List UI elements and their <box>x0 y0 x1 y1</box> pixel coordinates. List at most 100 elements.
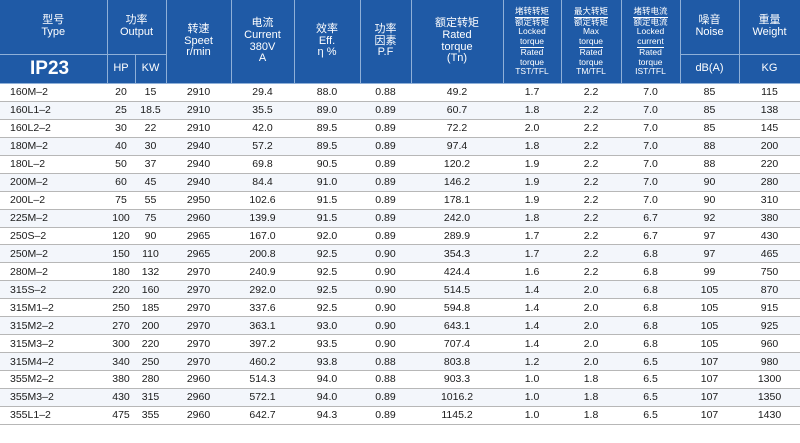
table-cell: 30 <box>107 119 135 138</box>
table-cell: 315M3–2 <box>0 334 107 354</box>
table-cell: 289.9 <box>411 227 503 246</box>
table-cell: 84.4 <box>231 173 294 192</box>
table-cell: 2940 <box>166 155 231 174</box>
table-cell: 7.0 <box>621 119 680 138</box>
table-cell: 7.0 <box>621 155 680 174</box>
table-cell: 337.6 <box>231 298 294 318</box>
table-cell: 1.2 <box>503 352 561 371</box>
table-cell: 0.90 <box>360 262 411 282</box>
header-output: 功率 Output <box>107 0 167 55</box>
table-cell: 2970 <box>166 298 231 318</box>
table-cell: 1.0 <box>503 388 561 407</box>
table-cell: 1.0 <box>503 370 561 389</box>
table-cell: 167.0 <box>231 227 294 246</box>
table-cell: 139.9 <box>231 209 294 228</box>
table-cell: 200.8 <box>231 244 294 264</box>
table-cell: 138 <box>739 101 800 120</box>
table-cell: 2950 <box>166 191 231 210</box>
table-cell: 160L2–2 <box>0 119 107 138</box>
table-row: 180L–2 50 37 2940 69.8 90.5 0.89 120.2 1.9 2.2 7.0… <box>0 155 800 174</box>
table-cell: 363.1 <box>231 316 294 336</box>
table-cell: 6.8 <box>621 316 680 336</box>
table-cell: 340 <box>107 352 135 371</box>
header-efficiency: 效率 Eff. η % <box>294 0 361 84</box>
table-cell: 430 <box>107 388 135 407</box>
table-cell: 1350 <box>739 388 800 407</box>
table-row: 355M2–2 380 280 2960 514.3 94.0 0.88 903.3 1.0 1.… <box>0 370 800 389</box>
table-cell: 1.8 <box>561 370 621 389</box>
table-cell: 355L1–2 <box>0 406 107 425</box>
table-cell: 1.0 <box>503 406 561 425</box>
table-cell: 514.3 <box>231 370 294 389</box>
table-cell: 7.0 <box>621 83 680 102</box>
table-cell: 85 <box>680 119 739 138</box>
table-cell: 2960 <box>166 209 231 228</box>
table-cell: 310 <box>739 191 800 210</box>
table-cell: 6.5 <box>621 370 680 389</box>
table-cell: 380 <box>107 370 135 389</box>
table-row: 315M1–2 250 185 2970 337.6 92.5 0.90 594.8 1.4 2.… <box>0 298 800 318</box>
table-cell: 180 <box>107 262 135 282</box>
table-row: 160M–2 20 15 2910 29.4 88.0 0.88 49.2 1.7 2.2 7.0 8… <box>0 83 800 102</box>
table-cell: 2940 <box>166 137 231 156</box>
table-cell: 980 <box>739 352 800 371</box>
table-cell: 6.8 <box>621 334 680 354</box>
table-row: 355M3–2 430 315 2960 572.1 94.0 0.89 1016.2 1.0 1… <box>0 388 800 407</box>
table-row: 315M2–2 270 200 2970 363.1 93.0 0.90 643.1 1.4 2.… <box>0 316 800 336</box>
table-cell: 20 <box>107 83 135 102</box>
table-cell: 145 <box>739 119 800 138</box>
table-cell: 200 <box>739 137 800 156</box>
table-cell: 25 <box>107 101 135 120</box>
table-cell: 2.2 <box>561 101 621 120</box>
table-cell: 750 <box>739 262 800 282</box>
ip-rating-label: IP23 <box>0 54 108 84</box>
table-cell: 120 <box>107 227 135 246</box>
table-cell: 1430 <box>739 406 800 425</box>
table-cell: 315 <box>135 388 166 407</box>
table-cell: 1.9 <box>503 173 561 192</box>
table-cell: 1145.2 <box>411 406 503 425</box>
table-cell: 107 <box>680 388 739 407</box>
table-cell: 91.5 <box>294 209 360 228</box>
table-cell: 2960 <box>166 388 231 407</box>
table-cell: 107 <box>680 370 739 389</box>
table-cell: 91.0 <box>294 173 360 192</box>
table-cell: 430 <box>739 227 800 246</box>
table-cell: 105 <box>680 316 739 336</box>
table-cell: 7.0 <box>621 101 680 120</box>
table-cell: 92.5 <box>294 262 360 282</box>
table-cell: 92 <box>680 209 739 228</box>
header-weight: 重量 Weight <box>739 0 800 55</box>
table-cell: 1.4 <box>503 298 561 318</box>
table-cell: 200L–2 <box>0 191 107 210</box>
table-cell: 7.0 <box>621 173 680 192</box>
table-cell: 60 <box>107 173 135 192</box>
table-cell: 1016.2 <box>411 388 503 407</box>
table-cell: 160M–2 <box>0 83 107 102</box>
table-cell: 1.6 <box>503 262 561 282</box>
table-cell: 315S–2 <box>0 280 107 300</box>
table-cell: 292.0 <box>231 280 294 300</box>
table-cell: 220 <box>107 280 135 300</box>
table-cell: 315M2–2 <box>0 316 107 336</box>
table-cell: 100 <box>107 209 135 228</box>
table-cell: 0.89 <box>360 137 411 156</box>
table-cell: 0.88 <box>360 83 411 102</box>
table-cell: 643.1 <box>411 316 503 336</box>
table-cell: 15 <box>135 83 166 102</box>
table-cell: 105 <box>680 280 739 300</box>
table-cell: 1.7 <box>503 227 561 246</box>
table-cell: 2.2 <box>561 83 621 102</box>
table-cell: 594.8 <box>411 298 503 318</box>
table-cell: 146.2 <box>411 173 503 192</box>
table-row: 200L–2 75 55 2950 102.6 91.5 0.89 178.1 1.9 2.2 7.… <box>0 191 800 210</box>
table-cell: 2960 <box>166 370 231 389</box>
table-cell: 465 <box>739 244 800 264</box>
header-weight-unit: KG <box>739 54 800 84</box>
table-cell: 1.8 <box>561 406 621 425</box>
table-cell: 105 <box>680 334 739 354</box>
table-cell: 250S–2 <box>0 227 107 246</box>
table-cell: 1.9 <box>503 155 561 174</box>
table-cell: 1.8 <box>503 101 561 120</box>
table-cell: 242.0 <box>411 209 503 228</box>
